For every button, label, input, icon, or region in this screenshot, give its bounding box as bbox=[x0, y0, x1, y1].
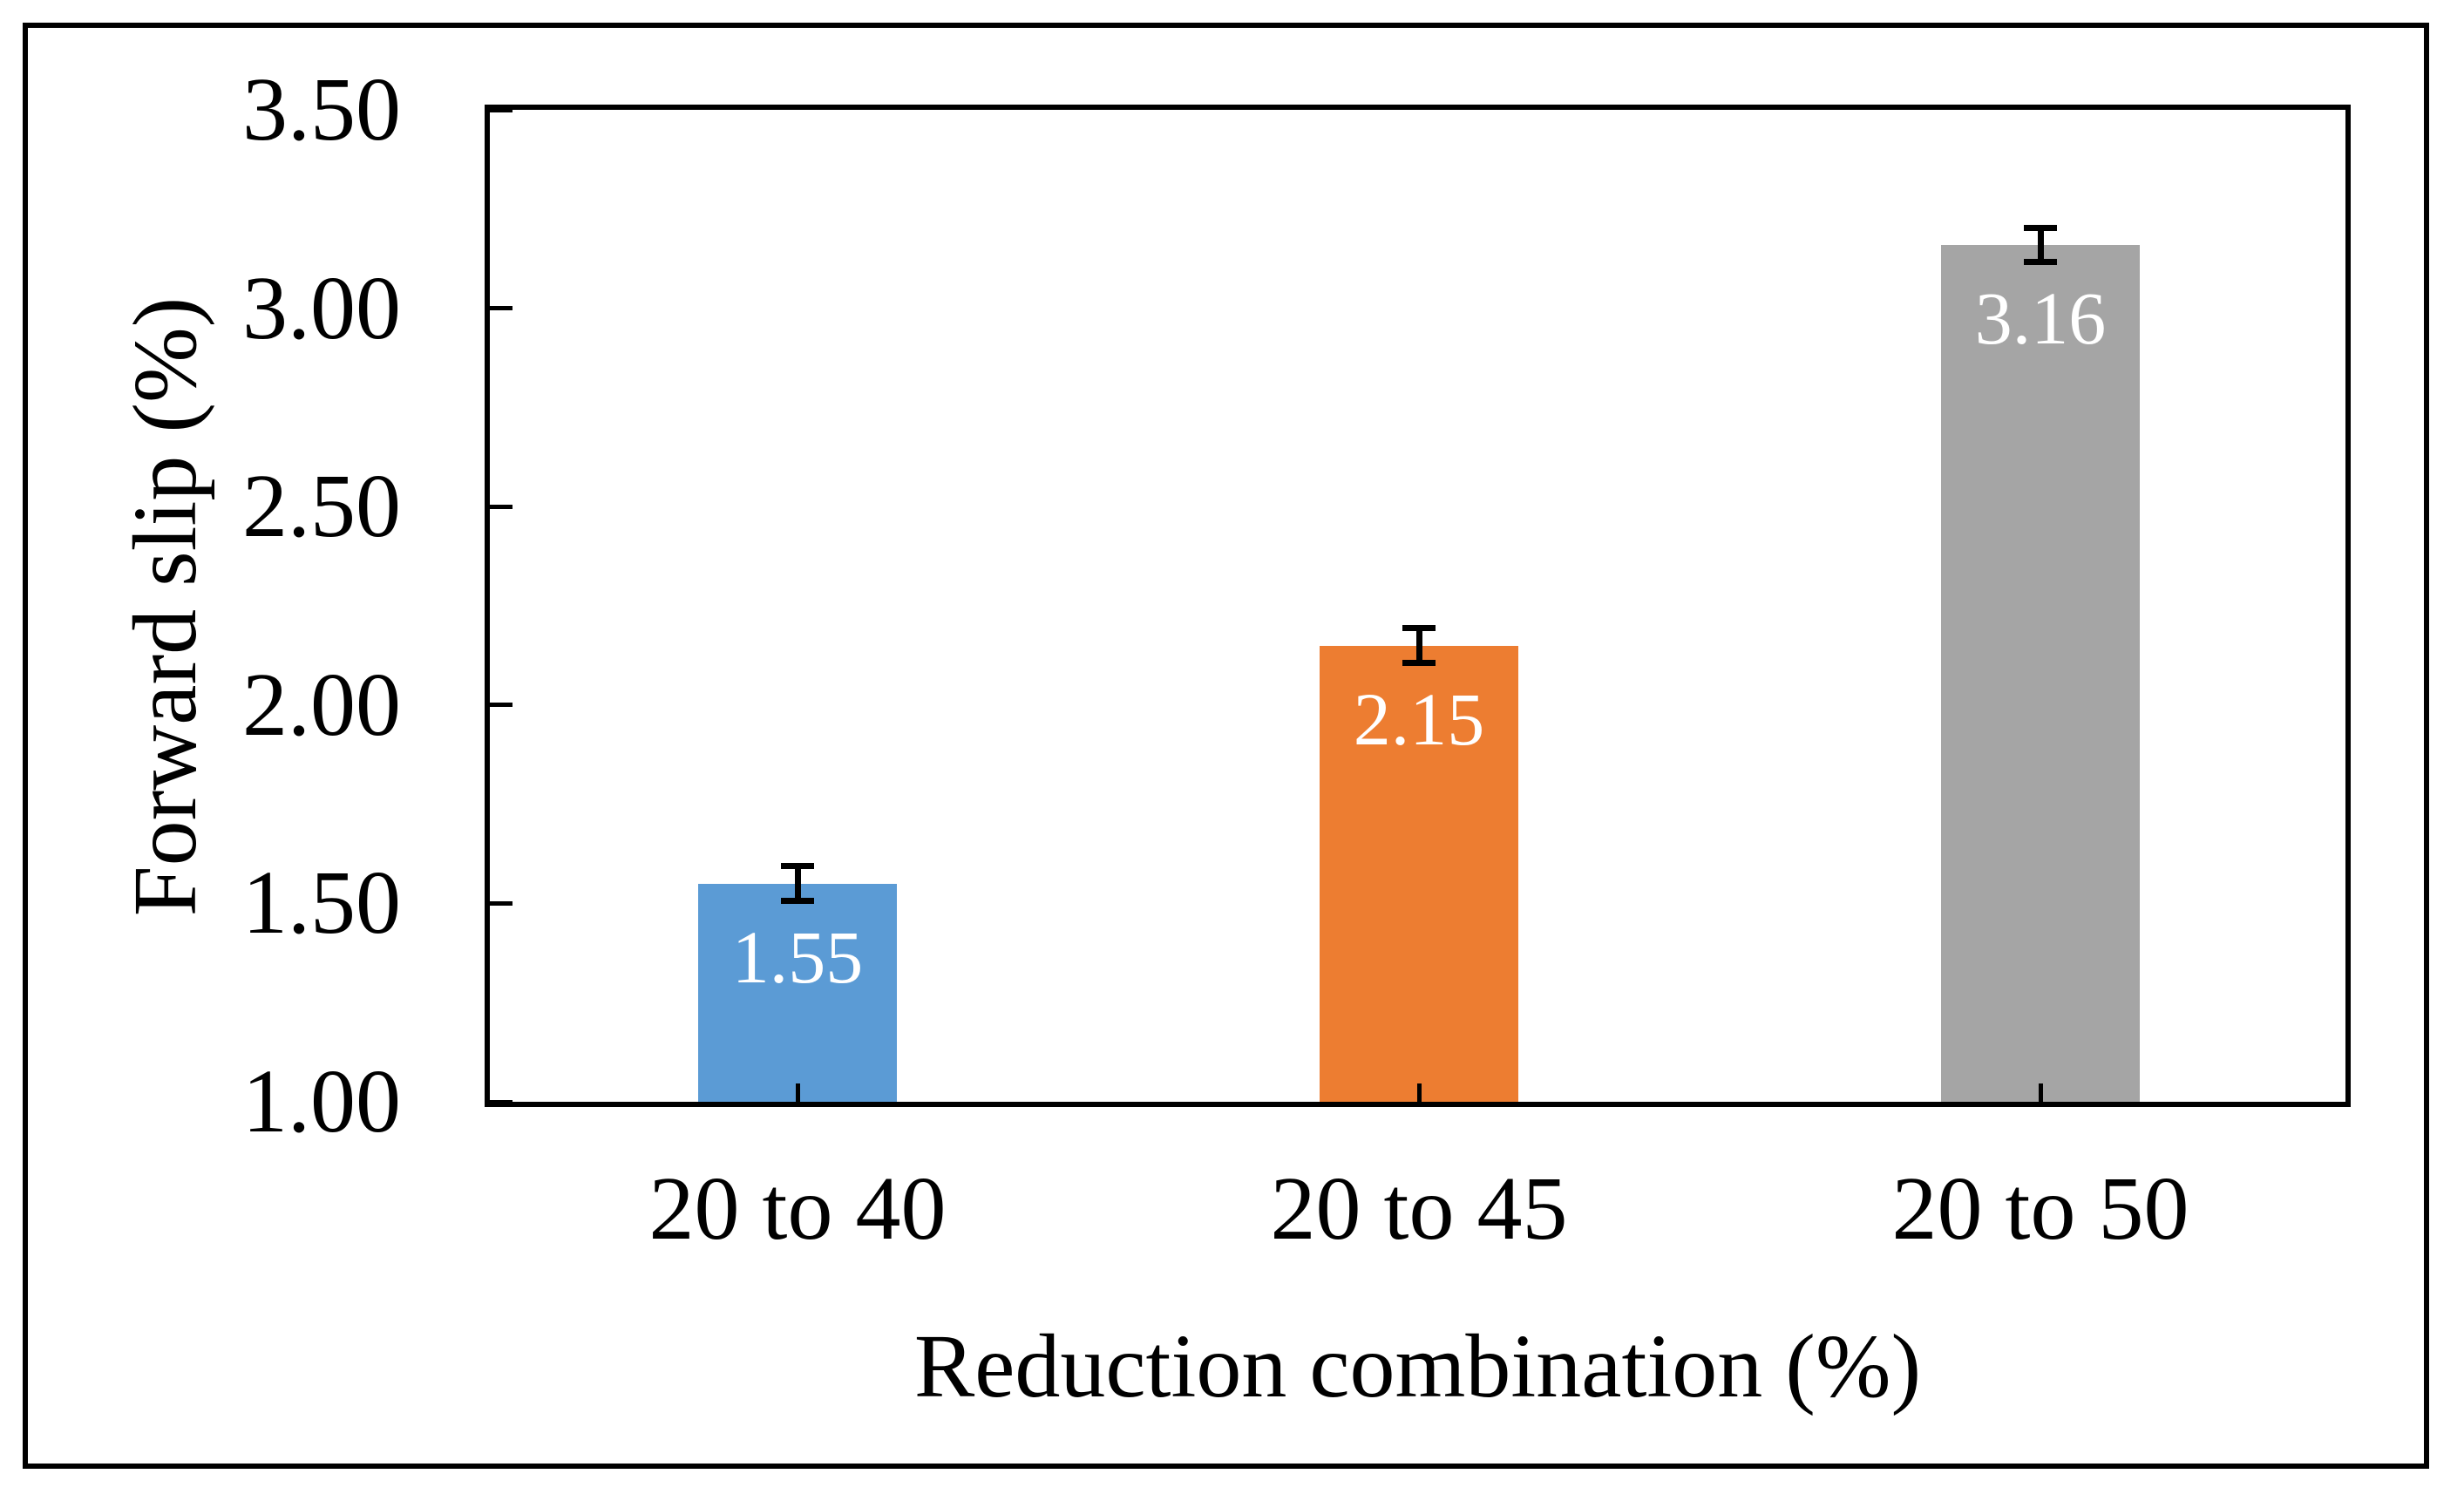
y-axis-tick bbox=[490, 306, 512, 311]
x-axis-title: Reduction combination (%) bbox=[913, 1316, 1922, 1416]
bar bbox=[1941, 244, 2140, 1102]
y-axis-tick bbox=[490, 1099, 512, 1104]
bar-value-label: 2.15 bbox=[1353, 676, 1485, 761]
x-axis-tick bbox=[795, 1083, 800, 1102]
x-category-label: 20 to 50 bbox=[1891, 1158, 2189, 1259]
error-bar-cap-bottom bbox=[2024, 258, 2057, 265]
y-tick-label: 1.50 bbox=[242, 852, 401, 954]
chart-frame bbox=[23, 23, 2429, 1469]
error-bar-cap-top bbox=[2024, 224, 2057, 231]
error-bar-cap-bottom bbox=[781, 897, 814, 904]
error-bar-cap-top bbox=[1402, 625, 1436, 632]
error-bar-cap-top bbox=[781, 863, 814, 870]
y-axis-tick bbox=[490, 504, 512, 509]
error-bar-whisker bbox=[2037, 228, 2044, 261]
bar-value-label: 1.55 bbox=[731, 914, 864, 999]
y-tick-label: 3.00 bbox=[242, 257, 401, 358]
y-axis-tick bbox=[490, 703, 512, 708]
y-tick-label: 3.50 bbox=[242, 59, 401, 160]
error-bar-cap-bottom bbox=[1402, 659, 1436, 666]
x-category-label: 20 to 40 bbox=[648, 1158, 947, 1259]
bar-value-label: 3.16 bbox=[1974, 275, 2107, 360]
error-bar-whisker bbox=[794, 867, 801, 900]
x-category-label: 20 to 45 bbox=[1270, 1158, 1568, 1259]
y-tick-label: 1.00 bbox=[242, 1051, 401, 1151]
y-axis-title: Forward slip (%) bbox=[115, 296, 215, 917]
x-axis-tick bbox=[2038, 1083, 2043, 1102]
y-tick-label: 2.00 bbox=[242, 654, 401, 755]
y-axis-tick bbox=[490, 900, 512, 906]
error-bar-whisker bbox=[1415, 629, 1422, 662]
bar bbox=[1320, 645, 1518, 1102]
x-axis-tick bbox=[1416, 1083, 1422, 1102]
bar bbox=[698, 883, 897, 1102]
y-tick-label: 2.50 bbox=[242, 456, 401, 557]
y-axis-tick bbox=[490, 107, 512, 112]
